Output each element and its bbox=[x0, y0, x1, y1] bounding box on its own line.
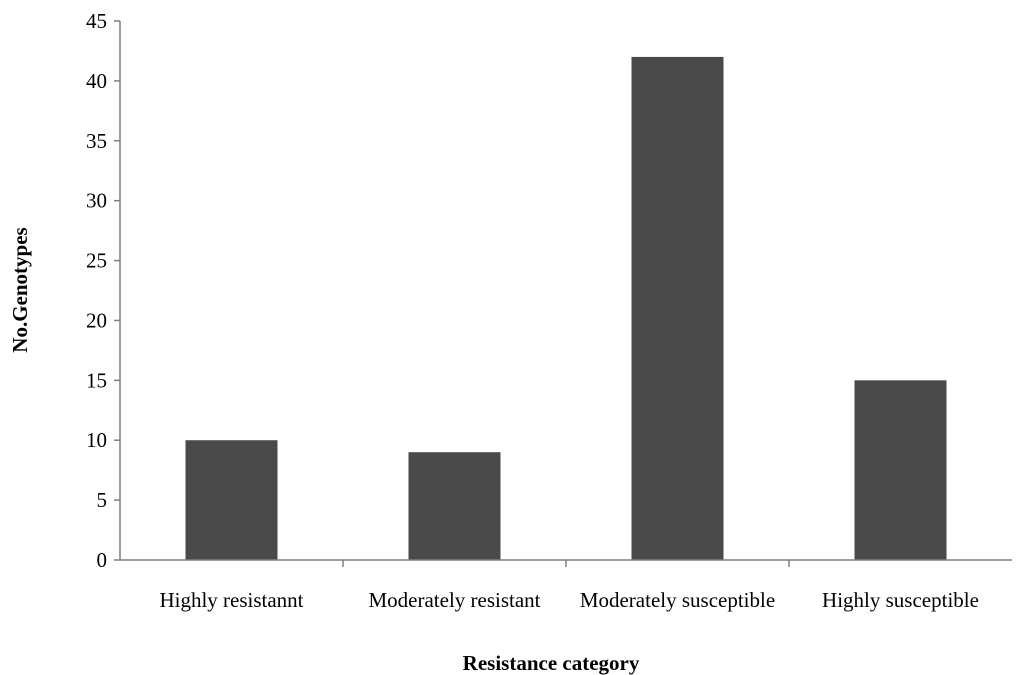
y-tick-label: 45 bbox=[86, 9, 107, 33]
x-category-label: Moderately resistant bbox=[368, 588, 540, 612]
x-category-label: Highly susceptible bbox=[822, 588, 979, 612]
y-tick-label: 5 bbox=[97, 488, 108, 512]
bar bbox=[408, 452, 501, 560]
bar bbox=[854, 380, 947, 560]
y-axis-ticks: 0 5 10 15 20 25 30 35 40 45 bbox=[86, 9, 120, 572]
bars bbox=[185, 56, 947, 560]
y-tick-label: 10 bbox=[86, 428, 107, 452]
y-tick-label: 30 bbox=[86, 189, 107, 213]
x-category-label: Moderately susceptible bbox=[580, 588, 775, 612]
category-labels: Highly resistannt Moderately resistant Mod… bbox=[159, 588, 978, 612]
y-tick-label: 35 bbox=[86, 129, 107, 153]
y-tick-label: 20 bbox=[86, 308, 107, 332]
bar bbox=[631, 56, 724, 560]
x-axis-ticks bbox=[342, 560, 790, 567]
bar bbox=[185, 440, 278, 560]
y-tick-label: 40 bbox=[86, 69, 107, 93]
y-tick-label: 15 bbox=[86, 368, 107, 392]
y-tick-label: 25 bbox=[86, 249, 107, 273]
y-tick-label: 0 bbox=[97, 548, 108, 572]
x-category-label: Highly resistannt bbox=[159, 588, 303, 612]
x-axis-title: Resistance category bbox=[463, 651, 640, 675]
y-axis-title: No.Genotypes bbox=[8, 227, 32, 352]
